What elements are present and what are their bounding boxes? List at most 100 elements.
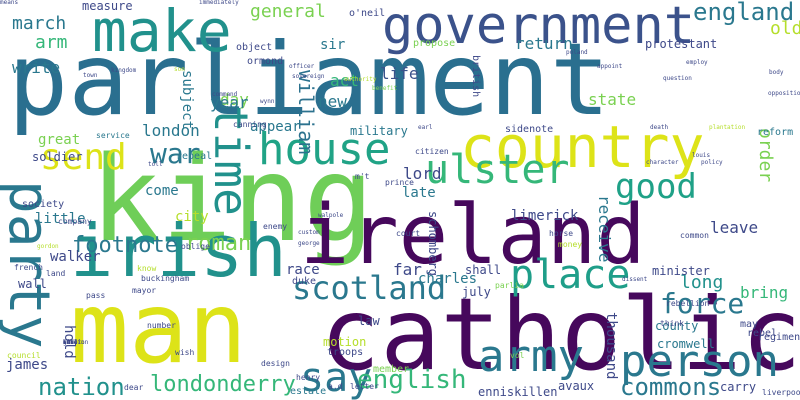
word-appear: appear: [250, 119, 301, 135]
word-wish: wish: [175, 348, 195, 357]
word-authority: authority: [344, 76, 377, 83]
word-louis: louis: [692, 152, 711, 159]
word-life: life: [380, 64, 419, 83]
word-duke: duke: [292, 276, 317, 287]
word-mention: mention: [63, 339, 89, 346]
word-wall: wall: [18, 277, 47, 291]
word-bring: bring: [740, 283, 789, 302]
word-make: make: [92, 0, 232, 65]
word-general: general: [250, 1, 326, 22]
word-leave: leave: [710, 218, 759, 237]
word-force: force: [660, 287, 745, 320]
word-londonderry: londonderry: [150, 372, 296, 397]
word-july: july: [462, 285, 491, 299]
word-day: day: [220, 90, 249, 109]
word-service: service: [96, 131, 130, 140]
word-schomberg: schomberg: [426, 211, 440, 277]
word-order: order: [755, 128, 776, 183]
word-time: time: [204, 105, 258, 216]
word-great: great: [38, 132, 81, 148]
word-parliament: parliament: [8, 21, 611, 138]
word-great: great: [63, 339, 82, 346]
word-think: think: [660, 319, 685, 328]
word-sir: sir: [320, 37, 346, 53]
word-common: common: [680, 231, 709, 240]
word-person: person: [620, 336, 779, 387]
word-act: act: [330, 71, 359, 90]
word-kingdom: kingdom: [111, 67, 137, 74]
word-motion: motion: [323, 335, 367, 349]
word-land: land: [46, 269, 66, 278]
word-protestant: protestant: [645, 37, 718, 51]
word-old: old: [770, 18, 800, 39]
word-year: year: [210, 93, 249, 112]
word-irish: irish: [70, 209, 287, 293]
word-canning: canning: [233, 120, 267, 129]
word-ormond: ormond: [247, 56, 284, 67]
word-policy: policy: [701, 159, 723, 166]
word-french: french: [14, 263, 43, 272]
word-benefit: benefit: [372, 85, 398, 92]
word-remain: remain: [63, 339, 85, 346]
word-sidenote: sidenote: [505, 124, 554, 135]
word-command: command: [212, 91, 238, 98]
word-vote: vote: [63, 339, 78, 346]
word-design: design: [261, 359, 290, 368]
word-british: british: [470, 55, 481, 98]
word-number: number: [147, 321, 176, 330]
word-sovereign: sovereign: [292, 73, 325, 80]
word-far: far: [393, 260, 422, 279]
word-walker: walker: [50, 249, 101, 265]
word-government: government: [382, 0, 696, 56]
word-may: may: [740, 319, 759, 330]
word-henry: henry: [296, 373, 321, 382]
word-ulster: ulster: [425, 147, 570, 193]
word-commons: commons: [620, 373, 722, 400]
word-james: james: [6, 357, 49, 373]
word-long: long: [680, 272, 724, 293]
word-new: new: [318, 92, 347, 111]
word-lord: lord: [403, 164, 442, 183]
word-wynn: wynn: [260, 98, 275, 105]
word-house: house: [258, 124, 391, 175]
word-party: party: [0, 180, 61, 349]
word-earl: earl: [418, 124, 433, 131]
word-parlia: parlia: [495, 281, 524, 290]
word-death: death: [650, 124, 669, 131]
word-england: england: [693, 0, 795, 26]
word-man: man: [70, 272, 248, 386]
word-side: side: [63, 339, 78, 346]
word-subject: subject: [179, 70, 195, 130]
word-plantation: plantation: [709, 124, 746, 131]
word-hand: hand: [63, 339, 78, 346]
word-poland: poland: [566, 49, 588, 56]
word-shall: shall: [465, 263, 502, 277]
word-military: military: [350, 124, 408, 138]
word-immediately: immediately: [199, 0, 239, 6]
word-means: means: [0, 0, 19, 6]
word-english: english: [357, 365, 467, 395]
word-walpole: walpole: [318, 212, 344, 219]
word-vol: vol: [510, 351, 525, 360]
word-opposition: opposition: [768, 90, 800, 97]
word-o-neil: o'neil: [349, 8, 386, 19]
word-oblige: oblige: [181, 242, 210, 251]
word-city: city: [175, 209, 209, 225]
word-estate: estate: [290, 386, 327, 397]
word-employ: employ: [686, 59, 708, 66]
word-pass: pass: [86, 291, 106, 300]
word-william: william: [294, 70, 318, 155]
word-citizen: citizen: [415, 147, 449, 156]
word-know: know: [137, 264, 157, 273]
word-thousand: thousand: [603, 312, 619, 380]
word-council: council: [7, 351, 41, 360]
word-march: march: [12, 13, 67, 34]
word-society: society: [22, 199, 65, 210]
word-prince: prince: [385, 178, 414, 187]
word-avaux: avaux: [558, 379, 595, 393]
word-send: send: [40, 137, 127, 178]
word-liverpool: liverpool: [762, 388, 800, 397]
word-letter: letter: [350, 382, 379, 391]
word-question: question: [663, 75, 692, 82]
word-state: state: [588, 90, 637, 109]
